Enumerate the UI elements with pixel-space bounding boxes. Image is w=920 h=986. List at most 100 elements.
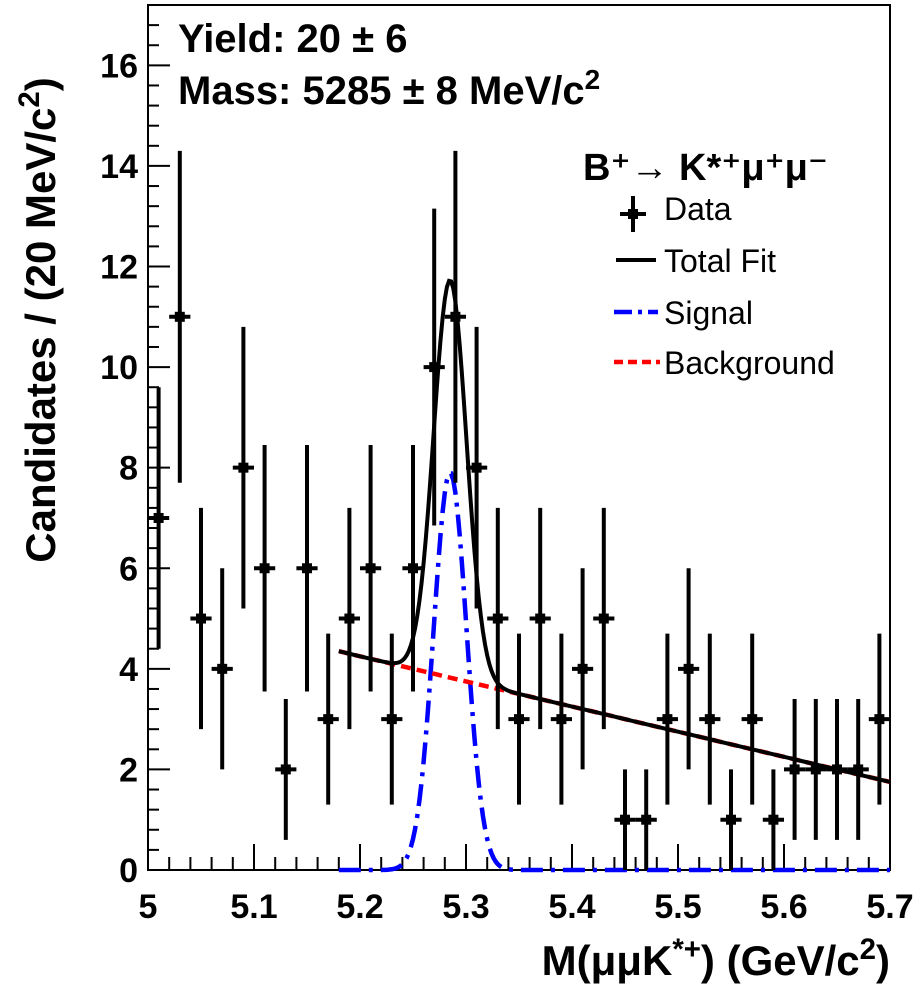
data-point xyxy=(635,769,657,870)
point-marker xyxy=(153,512,164,523)
data-point xyxy=(190,507,212,730)
point-marker xyxy=(726,814,736,825)
point-marker xyxy=(492,613,503,624)
legend-label: Signal xyxy=(664,295,753,331)
point-marker xyxy=(174,311,185,322)
y-axis-title: Candidates / (20 MeV/c2) xyxy=(13,77,65,563)
total-fit-curve xyxy=(338,278,891,784)
y-tick-label: 16 xyxy=(100,47,138,85)
data-point xyxy=(741,633,763,805)
point-marker xyxy=(302,563,312,574)
point-marker xyxy=(704,714,715,725)
y-tick-label: 4 xyxy=(119,651,138,689)
data-point xyxy=(529,507,551,730)
point-marker xyxy=(535,613,546,624)
data-point xyxy=(296,445,318,692)
point-marker xyxy=(386,714,397,725)
data-point xyxy=(805,699,827,840)
data-point xyxy=(360,445,382,692)
data-point xyxy=(699,633,721,805)
point-marker xyxy=(259,563,270,574)
point-marker xyxy=(365,563,376,574)
point-marker xyxy=(832,764,842,775)
point-marker xyxy=(810,764,821,775)
plot-frame xyxy=(147,4,891,871)
y-tick-label: 12 xyxy=(100,249,138,287)
point-marker xyxy=(768,814,779,825)
legend-entry: Background xyxy=(614,345,835,381)
annotation-yield: Yield: 20 ± 6 xyxy=(178,17,407,61)
point-marker xyxy=(344,613,355,624)
point-marker xyxy=(874,714,885,725)
point-marker xyxy=(217,663,228,674)
y-tick-label: 0 xyxy=(119,852,138,890)
data-point xyxy=(720,769,742,870)
data-points xyxy=(148,150,890,870)
x-tick-label: 5.4 xyxy=(548,888,595,926)
data-point xyxy=(169,150,191,483)
point-marker xyxy=(238,462,249,473)
point-marker xyxy=(853,764,864,775)
point-marker xyxy=(280,764,291,775)
data-point xyxy=(254,445,276,692)
x-tick-label: 5.1 xyxy=(230,888,277,926)
data-point xyxy=(508,633,530,805)
data-point xyxy=(656,633,678,805)
data-point xyxy=(148,387,170,649)
annotation-mass: Mass: 5285 ± 8 MeV/c2 xyxy=(178,64,600,114)
point-marker xyxy=(514,714,524,725)
legend-label: Background xyxy=(664,345,835,381)
tick-labels: 5 5.1 5.2 5.3 5.4 5.5 5.6 5.7 0 2 4 6 8 10 12 14 16 xyxy=(100,47,913,926)
data-point xyxy=(678,568,700,770)
x-tick-label: 5.3 xyxy=(442,888,489,926)
x-tick-label: 5 xyxy=(139,888,158,926)
data-point xyxy=(466,326,488,609)
x-tick-label: 5.6 xyxy=(760,888,807,926)
data-point xyxy=(487,507,509,730)
point-marker xyxy=(789,764,800,775)
legend-entry: Signal xyxy=(614,295,753,331)
point-marker xyxy=(641,814,652,825)
point-marker xyxy=(662,714,673,725)
data-point xyxy=(232,326,254,609)
data-point xyxy=(402,445,424,692)
legend-label: Total Fit xyxy=(664,243,776,279)
data-point xyxy=(317,633,339,805)
point-marker xyxy=(620,814,630,825)
data-point xyxy=(826,699,848,840)
point-marker xyxy=(598,613,609,624)
data-point xyxy=(614,769,636,870)
point-marker xyxy=(408,563,418,574)
data-point xyxy=(784,699,806,840)
y-tick-label: 14 xyxy=(100,148,138,186)
legend-data-marker xyxy=(628,209,638,219)
y-tick-label: 2 xyxy=(119,751,138,789)
point-marker xyxy=(429,362,440,373)
signal-curve xyxy=(338,471,890,873)
data-point xyxy=(550,633,572,805)
point-marker xyxy=(471,462,482,473)
data-point xyxy=(593,507,615,730)
data-point xyxy=(211,568,233,770)
point-marker xyxy=(747,714,758,725)
data-point xyxy=(381,633,403,805)
x-tick-label: 5.7 xyxy=(866,888,913,926)
y-tick-label: 6 xyxy=(119,550,138,588)
y-tick-label: 10 xyxy=(100,349,138,387)
y-tick-label: 8 xyxy=(119,450,138,488)
data-point xyxy=(762,769,784,870)
x-axis-title: M(μμK*+) (GeV/c2) xyxy=(542,933,890,985)
data-point xyxy=(847,699,869,840)
point-marker xyxy=(577,663,588,674)
data-point xyxy=(275,699,297,840)
data-point xyxy=(572,568,594,770)
legend-entry: Total Fit xyxy=(616,243,776,279)
fit-curves xyxy=(338,278,891,873)
point-marker xyxy=(556,714,567,725)
x-tick-label: 5.5 xyxy=(654,888,701,926)
point-marker xyxy=(196,613,206,624)
data-point xyxy=(444,150,466,483)
point-marker xyxy=(683,663,694,674)
legend-entry: Data xyxy=(620,191,732,232)
